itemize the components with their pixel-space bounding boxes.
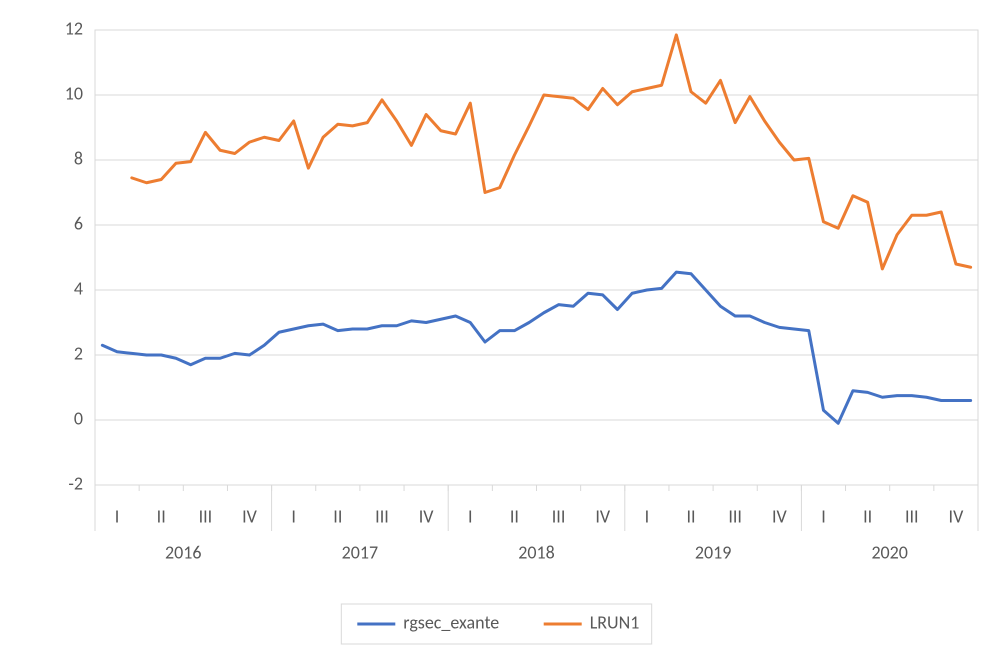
x-year-label: 2019 xyxy=(695,542,732,564)
x-quarter-label: IV xyxy=(772,506,788,528)
y-tick-label: 10 xyxy=(65,82,83,104)
x-quarter-label: I xyxy=(645,506,650,528)
y-tick-label: 8 xyxy=(74,147,83,169)
x-quarter-label: IV xyxy=(242,506,258,528)
x-quarter-label: II xyxy=(686,506,695,528)
x-quarter-label: IV xyxy=(595,506,611,528)
y-tick-label: 0 xyxy=(74,407,83,429)
y-tick-label: 12 xyxy=(65,17,83,39)
x-axis-primary-ticks xyxy=(95,485,978,491)
x-year-label: 2016 xyxy=(165,542,202,564)
x-quarter-label: I xyxy=(821,506,826,528)
x-year-label: 2018 xyxy=(518,542,555,564)
y-tick-label: 4 xyxy=(74,277,83,299)
x-quarter-label: II xyxy=(333,506,342,528)
legend-label-LRUN1: LRUN1 xyxy=(590,611,640,633)
chart-svg: -2024681012 IIIIIIIVIIIIIIIVIIIIIIIVIIII… xyxy=(0,0,993,662)
x-quarter-label: III xyxy=(552,506,566,528)
x-quarter-label: III xyxy=(905,506,919,528)
x-quarter-label: III xyxy=(728,506,742,528)
x-quarter-label: IV xyxy=(949,506,965,528)
x-quarter-label: II xyxy=(157,506,166,528)
y-tick-label: 6 xyxy=(74,212,83,234)
x-quarter-label: I xyxy=(291,506,296,528)
chart-background xyxy=(0,0,993,662)
legend: rgsec_exante LRUN1 xyxy=(341,604,651,644)
x-quarter-label: I xyxy=(468,506,473,528)
x-quarter-label: III xyxy=(375,506,389,528)
x-quarter-label: I xyxy=(115,506,120,528)
x-quarter-label: III xyxy=(199,506,213,528)
y-tick-label: 2 xyxy=(74,342,83,364)
x-quarter-label: II xyxy=(863,506,872,528)
line-chart: { "chart": { "type": "line", "background… xyxy=(0,0,993,662)
x-year-label: 2017 xyxy=(342,542,379,564)
x-quarter-label: IV xyxy=(419,506,435,528)
y-tick-label: -2 xyxy=(68,472,83,494)
x-year-label: 2020 xyxy=(871,542,908,564)
x-quarter-label: II xyxy=(510,506,519,528)
legend-label-rgsec_exante: rgsec_exante xyxy=(403,611,499,633)
